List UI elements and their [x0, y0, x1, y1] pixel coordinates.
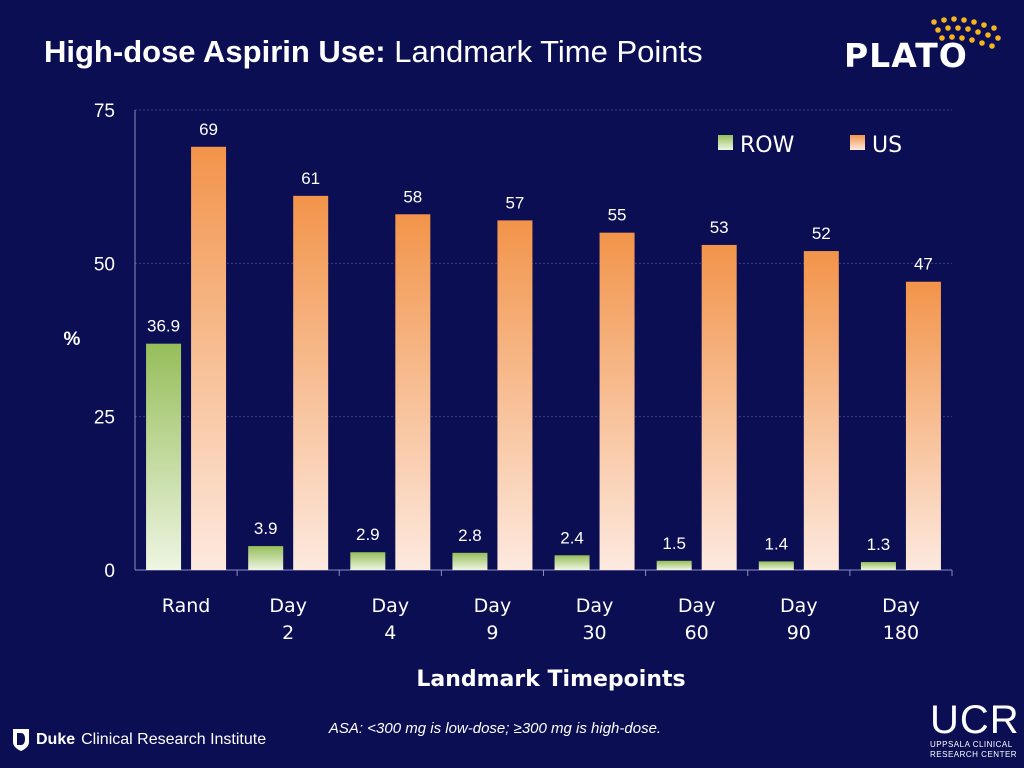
data-label: 2.8: [458, 526, 482, 545]
row-bar: [656, 560, 692, 570]
x-tick-label: Day: [780, 595, 818, 617]
data-label: 1.4: [764, 534, 788, 553]
row-bar: [248, 546, 284, 570]
data-label: 1.3: [867, 535, 891, 554]
data-label: 3.9: [254, 519, 278, 538]
row-bar: [758, 561, 794, 570]
data-label: 57: [505, 193, 524, 212]
us-bar: [599, 232, 635, 570]
footnote: ASA: <300 mg is low-dose; ≥300 mg is hig…: [328, 720, 662, 737]
data-label: 36.9: [147, 317, 180, 336]
duke-logo: Duke Clinical Research Institute: [12, 726, 266, 754]
us-bar: [701, 244, 737, 570]
title-regular: Landmark Time Points: [394, 34, 703, 69]
plato-logo: PLATO: [838, 14, 1014, 78]
legend-label-row: ROW: [740, 133, 795, 158]
row-bar: [860, 562, 896, 570]
x-tick-label: Day: [882, 595, 920, 617]
bar-chart: 0 25 50 75 Rand 36.9 69 Day 2 3.9 61 Day 4 2.9 58 Day 9 2…: [64, 101, 953, 692]
data-label: 69: [199, 120, 218, 139]
plato-wordmark: PLATO: [844, 36, 968, 75]
x-tick-label: Day: [576, 595, 614, 617]
x-tick-label: 2: [282, 622, 294, 644]
title-bold: High-dose Aspirin Use:: [44, 34, 386, 69]
x-tick-label: Day: [678, 595, 716, 617]
data-label: 1.5: [662, 534, 686, 553]
plato-dots-icon: [931, 16, 1001, 49]
ucr-line-2: RESEARCH CENTER: [930, 750, 1018, 759]
y-tick-label: 0: [104, 561, 115, 582]
row-bar: [350, 552, 386, 570]
data-label: 61: [301, 169, 320, 188]
legend-label-us: US: [872, 133, 902, 158]
row-bar: [452, 552, 488, 570]
legend-swatch-us: [850, 135, 865, 150]
data-label: 47: [914, 255, 933, 274]
data-label: 2.4: [560, 528, 584, 547]
us-bar: [191, 146, 227, 571]
data-label: 58: [403, 187, 422, 206]
y-tick-label: 25: [94, 408, 115, 429]
y-axis-title: %: [64, 329, 81, 350]
legend-swatch-row: [718, 135, 733, 150]
x-tick-label: Day: [372, 595, 410, 617]
duke-name: Duke: [36, 731, 76, 748]
row-bar: [146, 343, 182, 570]
row-bar: [554, 555, 590, 570]
y-tick-label: 50: [94, 254, 115, 275]
data-label: 55: [608, 206, 627, 225]
x-tick-label: Rand: [162, 595, 211, 617]
x-tick-label: 9: [486, 622, 498, 644]
x-tick-label: 60: [685, 622, 709, 644]
data-label: 2.9: [356, 525, 380, 544]
x-tick-label: Day: [474, 595, 512, 617]
data-label: 52: [812, 224, 831, 243]
us-bar: [293, 195, 329, 570]
us-bar: [497, 220, 533, 570]
us-bar: [905, 281, 941, 570]
x-tick-label: 90: [787, 622, 811, 644]
us-bar: [803, 251, 839, 571]
duke-shield-icon: [13, 729, 29, 751]
y-tick-label: 75: [94, 101, 115, 122]
page-title: High-dose Aspirin Use: Landmark Time Poi…: [44, 34, 703, 70]
x-tick-label: 30: [582, 622, 606, 644]
us-bar: [395, 214, 431, 570]
ucr-logo: UCR UPPSALA CLINICAL RESEARCH CENTER: [930, 700, 1020, 760]
x-tick-label: 4: [384, 622, 396, 644]
x-tick-label: Day: [269, 595, 307, 617]
ucr-line-1: UPPSALA CLINICAL: [930, 740, 1013, 749]
data-label: 53: [710, 218, 729, 237]
duke-institute: Clinical Research Institute: [81, 731, 267, 748]
x-tick-label: 180: [883, 622, 919, 644]
ucr-wordmark: UCR: [930, 698, 1020, 742]
x-axis-title: Landmark Timepoints: [416, 667, 685, 692]
